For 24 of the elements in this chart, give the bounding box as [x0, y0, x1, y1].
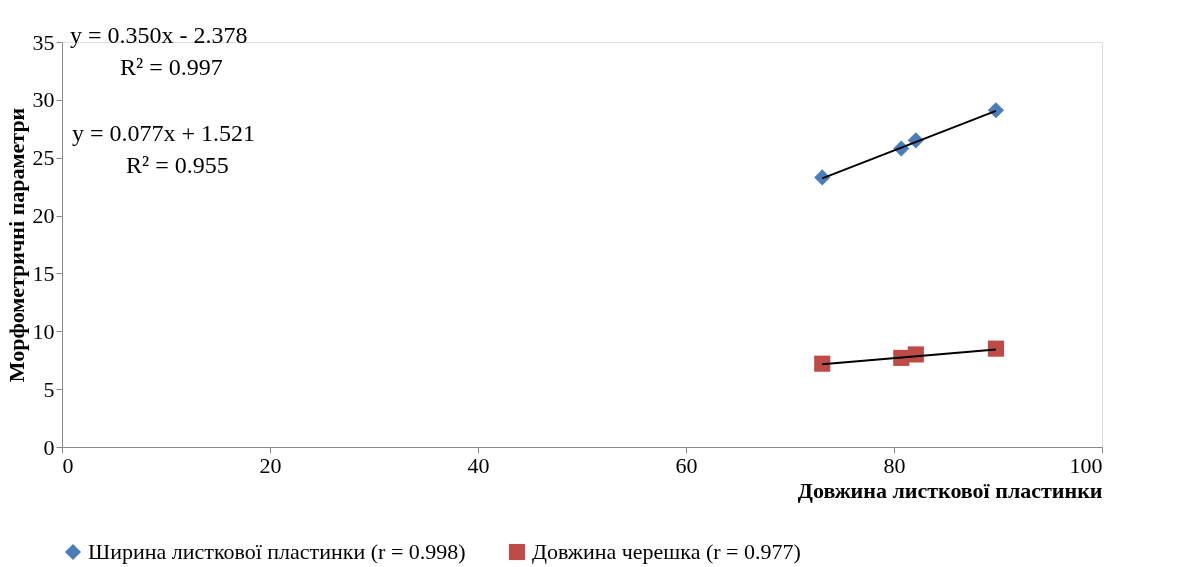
legend-label: Довжина черешка (r = 0.977) [532, 539, 801, 564]
x-tick-label: 40 [467, 452, 490, 478]
x-tick-label: 60 [675, 452, 698, 478]
y-tick-label: 30 [32, 87, 55, 113]
y-tick-label: 0 [43, 434, 55, 460]
y-tick-label: 15 [32, 260, 55, 286]
y-axis-title: Морфометричні параметри [3, 107, 29, 383]
x-tick-label: 100 [1069, 452, 1103, 478]
annotation: R² = 0.955 [126, 152, 229, 178]
annotation: R² = 0.997 [120, 54, 223, 80]
y-tick-label: 35 [32, 29, 55, 55]
point [987, 340, 1004, 357]
y-tick-label: 25 [32, 145, 55, 171]
legend-label: Ширина листкової пластинки (r = 0.998) [88, 539, 466, 564]
annotation: y = 0.350x - 2.378 [70, 22, 248, 48]
y-tick-label: 10 [32, 318, 55, 344]
x-tick-label: 20 [259, 452, 282, 478]
annotation: y = 0.077x + 1.521 [72, 120, 256, 146]
x-tick-label: 80 [883, 452, 906, 478]
y-tick-label: 5 [43, 376, 55, 402]
y-tick-label: 20 [32, 203, 55, 229]
point [814, 355, 831, 372]
x-axis-title: Довжина листкової пластинки [797, 477, 1103, 503]
x-tick-label: 0 [62, 452, 74, 478]
